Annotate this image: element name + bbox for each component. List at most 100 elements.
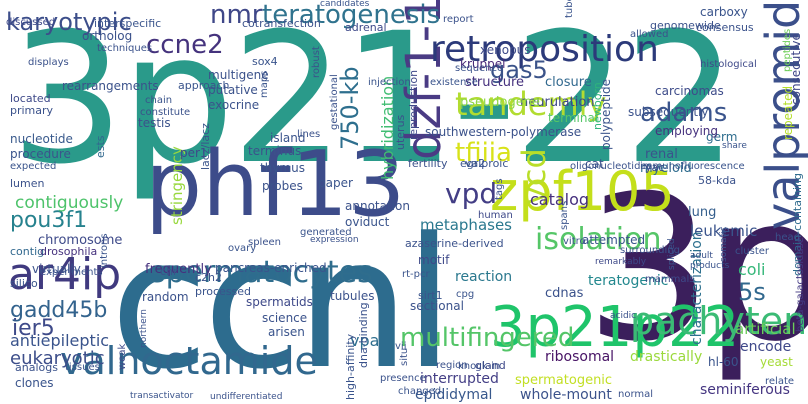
cloud-word: cdnas bbox=[545, 286, 584, 301]
cloud-word: probes bbox=[262, 179, 303, 193]
cloud-word: motif bbox=[418, 253, 450, 267]
cloud-word: virtually bbox=[32, 262, 81, 276]
cloud-word: high-affinity bbox=[344, 333, 357, 400]
cloud-word: exocrine bbox=[208, 98, 260, 112]
cloud-word: yeast bbox=[760, 355, 793, 369]
cloud-word: surrounding bbox=[620, 245, 680, 256]
cloud-word: retroposition bbox=[430, 29, 659, 70]
cloud-word: primary bbox=[10, 104, 54, 117]
cloud-word: presence bbox=[380, 373, 426, 384]
cloud-word: spermatogenic bbox=[515, 373, 613, 388]
cloud-word: pachytene bbox=[630, 299, 808, 343]
cloud-word: chain bbox=[145, 95, 173, 106]
cloud-word: rearrangements bbox=[62, 79, 159, 93]
cloud-word: nmr bbox=[210, 0, 263, 30]
cloud-word: tissues bbox=[65, 362, 100, 373]
cloud-word: valproic bbox=[465, 157, 509, 170]
cloud-word: characterization bbox=[689, 231, 705, 345]
cloud-word: tandemly bbox=[455, 85, 607, 123]
cloud-word: gland bbox=[475, 359, 506, 372]
cloud-word: immunofluorescence bbox=[640, 161, 745, 172]
cloud-word: sox4 bbox=[252, 55, 278, 68]
cloud-word: ccnl bbox=[110, 200, 454, 404]
cloud-word: tubules bbox=[330, 289, 375, 303]
cloud-word: attempted bbox=[582, 233, 646, 247]
cloud-word: spleen bbox=[248, 237, 281, 248]
cloud-word: expression bbox=[310, 235, 359, 245]
cloud-word: leukemic bbox=[690, 222, 758, 240]
cloud-word: head bbox=[775, 232, 800, 243]
cloud-word: weak bbox=[117, 343, 128, 370]
cloud-word: carcinomas bbox=[655, 84, 724, 98]
cloud-word: remarkably bbox=[595, 257, 647, 267]
cloud-word: kruppel bbox=[460, 57, 506, 71]
cloud-word: encode bbox=[740, 339, 792, 355]
cloud-word: phf13 bbox=[145, 132, 406, 237]
cloud-word: multifingered bbox=[400, 323, 575, 353]
cloud-word: putative bbox=[208, 83, 258, 97]
cloud-word: constitute bbox=[140, 107, 191, 118]
cloud-word: eukaryotic bbox=[10, 348, 105, 369]
cloud-word: ier5 bbox=[12, 316, 55, 341]
cloud-word: 3p bbox=[585, 153, 808, 386]
cloud-word: cotransfection bbox=[242, 17, 321, 30]
cloud-word: adult bbox=[690, 251, 713, 261]
cloud-word: introns bbox=[99, 233, 110, 268]
cloud-word: renal bbox=[645, 147, 678, 162]
cloud-word: gestational bbox=[329, 74, 340, 130]
cloud-word: sequence bbox=[455, 63, 504, 74]
cloud-word: zpf105 bbox=[490, 160, 675, 223]
cloud-word: sirt1 bbox=[418, 289, 443, 302]
cloud-word: paper bbox=[318, 176, 353, 190]
cloud-word: experiments bbox=[40, 267, 103, 278]
cloud-word: 750-kb bbox=[336, 66, 364, 150]
cloud-word: interrupted bbox=[420, 371, 499, 387]
cloud-word: techniques bbox=[97, 43, 153, 54]
cloud-word: tags bbox=[494, 178, 505, 200]
cloud-word: report bbox=[443, 14, 474, 25]
cloud-word: fertility bbox=[408, 157, 448, 170]
cloud-word: human bbox=[478, 210, 513, 221]
cloud-word: interspecific bbox=[94, 17, 162, 30]
cloud-word: pseudogene bbox=[460, 95, 540, 110]
cloud-word: testis bbox=[138, 116, 171, 130]
cloud-word: histological bbox=[700, 59, 757, 70]
cloud-word: northern bbox=[139, 309, 149, 348]
cloud-word: terminus bbox=[248, 144, 302, 158]
cloud-word: 3p21-22 bbox=[10, 0, 738, 204]
cloud-word: artificial bbox=[735, 320, 796, 338]
cloud-word: undifferentiated bbox=[210, 392, 283, 402]
cloud-word: azaserine-derived bbox=[405, 237, 504, 250]
cloud-word: beta-galactosidase bbox=[795, 237, 806, 332]
cloud-word: germ bbox=[706, 130, 738, 144]
cloud-word: pou3f1 bbox=[10, 208, 88, 233]
cloud-word: contig bbox=[10, 245, 45, 258]
cloud-word: xenopus bbox=[480, 43, 531, 57]
cloud-word: teratogenesis bbox=[262, 0, 441, 30]
cloud-word: region bbox=[436, 360, 468, 371]
cloud-word: changed bbox=[398, 386, 442, 397]
cloud-word: cpg bbox=[456, 289, 475, 300]
cloud-word: epididymal bbox=[415, 387, 493, 403]
cloud-word: vpd bbox=[445, 177, 498, 210]
cloud-word: oviduct bbox=[345, 215, 390, 229]
cloud-word: chr bbox=[160, 265, 178, 278]
cloud-word: structure bbox=[465, 75, 524, 90]
cloud-word: lines bbox=[297, 129, 321, 140]
cloud-word: spermatocytes bbox=[150, 255, 373, 290]
cloud-word: pancreas-enriched bbox=[215, 261, 327, 275]
cloud-word: hl-60 bbox=[708, 355, 739, 369]
cloud-word: reaction bbox=[455, 269, 513, 285]
cloud-word: allowed bbox=[630, 29, 669, 40]
cloud-word: 5s bbox=[738, 278, 766, 306]
cloud-word: myeloid bbox=[640, 161, 692, 176]
cloud-word: injection bbox=[368, 77, 411, 88]
cloud-word: products bbox=[690, 261, 730, 271]
cloud-word: science bbox=[262, 311, 308, 325]
cloud-word: spermatids bbox=[246, 295, 313, 309]
cloud-word: southwestern-polymerase bbox=[425, 125, 582, 139]
cloud-word: per1 bbox=[180, 146, 208, 160]
cloud-word: existence bbox=[430, 77, 478, 88]
cloud-word: c2h2 bbox=[195, 271, 223, 284]
cloud-word: coli bbox=[738, 260, 766, 279]
